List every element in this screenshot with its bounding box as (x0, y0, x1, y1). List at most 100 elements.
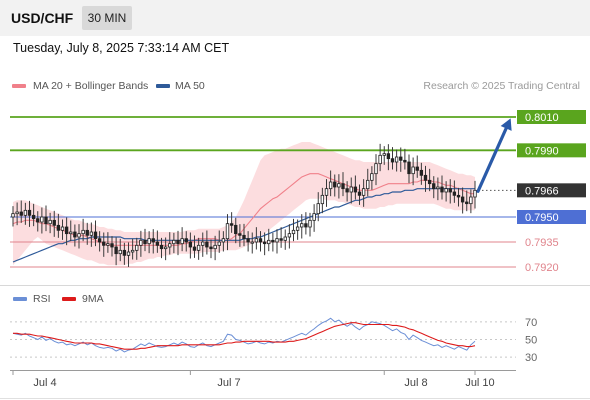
candle-body (217, 241, 221, 246)
candle-body (328, 181, 333, 190)
candle-body (15, 211, 19, 215)
candle (378, 143, 382, 172)
candle-body (436, 186, 440, 190)
candle (172, 232, 176, 254)
candle-body (448, 188, 452, 193)
candle-body (106, 243, 110, 246)
candle-body (452, 191, 457, 196)
candle (382, 146, 386, 165)
candle (415, 155, 419, 178)
forecast-arrow (476, 120, 511, 193)
bollinger-band (13, 142, 475, 266)
candle-body (69, 231, 73, 235)
candle (89, 222, 94, 247)
candle (242, 223, 246, 247)
candle-body (81, 229, 85, 235)
candle (110, 236, 114, 257)
candle-body (52, 219, 56, 226)
candle (271, 232, 275, 252)
candle-body (192, 246, 197, 251)
candle (436, 177, 440, 201)
candle-body (308, 219, 312, 228)
candle (312, 204, 316, 232)
candle (122, 242, 127, 265)
candle-body (386, 153, 391, 160)
candle (15, 202, 19, 226)
candle (19, 200, 23, 223)
candle-body (40, 216, 44, 223)
research-credit: Research © 2025 Trading Central (423, 80, 580, 92)
candle-body (130, 249, 135, 253)
candle (40, 207, 44, 234)
candle-body (229, 223, 234, 226)
candle-body (440, 186, 444, 193)
candle-body (415, 166, 419, 171)
candle-body (271, 239, 275, 243)
candle-body (23, 209, 28, 216)
candle-body (176, 239, 180, 245)
candle-body (353, 186, 358, 193)
candle (23, 202, 28, 225)
candle (106, 232, 110, 253)
candle (324, 179, 329, 207)
ma50-legend-label: MA 50 (175, 80, 205, 92)
candle-body (287, 233, 292, 238)
candle-body (56, 224, 61, 231)
candle-body (139, 239, 143, 246)
candle (188, 232, 193, 259)
candle (69, 220, 73, 242)
candle (201, 232, 205, 257)
candle-body (36, 218, 40, 223)
time-tick-label: Jul 4 (33, 377, 56, 389)
candle (456, 187, 461, 207)
candle-body (110, 243, 114, 248)
candle (52, 210, 56, 237)
candle-body (19, 211, 23, 216)
candle-body (469, 196, 473, 205)
candle-body (163, 246, 168, 250)
candle (258, 231, 263, 252)
price-label-0.7935: 0.7935 (525, 237, 559, 249)
candle-body (370, 173, 374, 181)
candle-body (399, 156, 403, 161)
header-bar: USD/CHF 30 MIN (0, 0, 590, 36)
candle (262, 232, 267, 256)
candle-body (155, 241, 160, 246)
candle (444, 181, 448, 202)
rsi-line (12, 317, 476, 353)
price-label-text: 0.7950 (525, 212, 559, 224)
candle-body (77, 233, 81, 238)
candle-body (473, 189, 477, 198)
candle (225, 214, 230, 251)
ma20-swatch (12, 84, 26, 88)
candle-body (85, 229, 89, 236)
candle-body (320, 194, 325, 205)
candle (465, 190, 469, 212)
candle-body (97, 238, 102, 243)
time-tick-label: Jul 10 (465, 377, 494, 389)
price-label-box (517, 210, 586, 224)
candle-body (374, 163, 378, 175)
candle (147, 231, 151, 254)
forecast-arrow-head (500, 118, 512, 131)
candle (469, 189, 473, 214)
candle-body (172, 239, 176, 245)
candle (205, 230, 209, 255)
candle (143, 228, 147, 252)
candle-body (283, 236, 287, 241)
candle-body (118, 249, 122, 255)
price-label-0.7950: 0.7950 (517, 210, 586, 224)
candle (399, 147, 403, 172)
rsi-ma-line (13, 322, 476, 350)
rsi-tick-label-50: 50 (525, 335, 537, 347)
candle-body (27, 209, 32, 216)
price-label-text: 0.8010 (525, 112, 559, 124)
candle-body (345, 188, 349, 193)
candle (390, 147, 395, 170)
ma50-swatch (156, 84, 170, 88)
candle (341, 172, 345, 197)
rsi-swatch (13, 297, 27, 301)
time-tick-label: Jul 7 (217, 377, 240, 389)
candle-body (188, 241, 193, 248)
timeframe-button[interactable]: 30 MIN (82, 6, 132, 30)
